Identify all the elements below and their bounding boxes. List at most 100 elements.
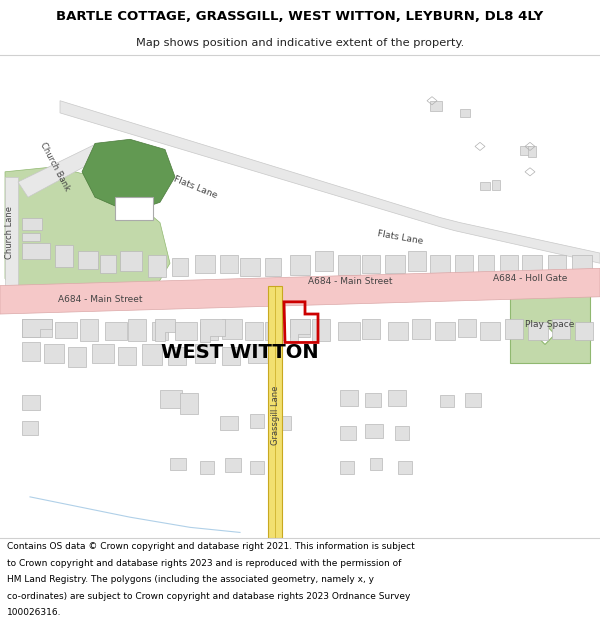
Polygon shape bbox=[60, 101, 600, 263]
Bar bbox=[180, 393, 198, 414]
Bar bbox=[465, 393, 481, 408]
Bar bbox=[100, 255, 116, 273]
Text: Map shows position and indicative extent of the property.: Map shows position and indicative extent… bbox=[136, 38, 464, 48]
Bar bbox=[460, 109, 470, 117]
Text: A684 - Main Street: A684 - Main Street bbox=[308, 277, 392, 286]
Bar bbox=[148, 255, 166, 278]
Bar bbox=[340, 461, 354, 474]
Polygon shape bbox=[0, 268, 600, 314]
Bar bbox=[455, 255, 473, 273]
Bar bbox=[170, 458, 186, 471]
Bar bbox=[22, 342, 40, 361]
Bar bbox=[572, 255, 592, 273]
Polygon shape bbox=[82, 139, 175, 212]
Bar bbox=[142, 344, 162, 365]
Text: A684 - Holl Gate: A684 - Holl Gate bbox=[493, 274, 567, 283]
Bar bbox=[362, 319, 380, 339]
Bar bbox=[115, 198, 153, 219]
Bar bbox=[92, 344, 114, 362]
Text: Flats Lane: Flats Lane bbox=[376, 229, 424, 246]
Bar bbox=[492, 180, 500, 190]
Bar bbox=[22, 243, 50, 259]
Bar bbox=[240, 258, 260, 276]
Bar bbox=[395, 426, 409, 440]
Bar bbox=[275, 416, 291, 430]
Bar bbox=[385, 255, 405, 273]
Bar bbox=[175, 322, 197, 341]
Bar bbox=[440, 395, 454, 408]
Polygon shape bbox=[22, 319, 52, 338]
Bar bbox=[225, 458, 241, 472]
Bar bbox=[388, 322, 408, 341]
Bar bbox=[388, 390, 406, 406]
Bar bbox=[365, 424, 383, 438]
Bar bbox=[222, 319, 242, 339]
Bar bbox=[528, 146, 536, 157]
Polygon shape bbox=[535, 324, 555, 344]
Bar bbox=[398, 461, 412, 474]
Polygon shape bbox=[510, 286, 590, 362]
Bar bbox=[338, 255, 360, 276]
Bar bbox=[312, 319, 330, 341]
Bar bbox=[68, 346, 86, 367]
Bar bbox=[365, 393, 381, 408]
Bar bbox=[55, 245, 73, 268]
Bar bbox=[408, 251, 426, 271]
Bar bbox=[265, 258, 281, 276]
Bar bbox=[120, 251, 142, 271]
Text: to Crown copyright and database rights 2023 and is reproduced with the permissio: to Crown copyright and database rights 2… bbox=[7, 559, 401, 568]
Bar bbox=[80, 319, 98, 341]
Bar bbox=[220, 255, 238, 273]
Bar bbox=[315, 251, 333, 271]
Bar bbox=[55, 322, 77, 338]
Bar bbox=[195, 344, 215, 362]
Text: Grassgill Lane: Grassgill Lane bbox=[271, 386, 280, 445]
Bar bbox=[168, 346, 186, 365]
Bar bbox=[22, 421, 38, 435]
Bar bbox=[250, 461, 264, 474]
Text: co-ordinates) are subject to Crown copyright and database rights 2023 Ordnance S: co-ordinates) are subject to Crown copyr… bbox=[7, 592, 410, 601]
Text: Church Lane: Church Lane bbox=[5, 206, 14, 259]
Text: A684 - Main Street: A684 - Main Street bbox=[58, 295, 142, 304]
Bar bbox=[290, 255, 310, 276]
Bar bbox=[245, 322, 263, 341]
Bar bbox=[222, 346, 240, 365]
Text: HM Land Registry. The polygons (including the associated geometry, namely x, y: HM Land Registry. The polygons (includin… bbox=[7, 575, 374, 584]
Bar bbox=[118, 346, 136, 365]
Bar bbox=[522, 255, 542, 273]
Text: Contains OS data © Crown copyright and database right 2021. This information is : Contains OS data © Crown copyright and d… bbox=[7, 542, 415, 551]
Bar bbox=[505, 319, 523, 339]
Bar bbox=[78, 251, 98, 269]
Bar bbox=[500, 255, 518, 271]
Polygon shape bbox=[155, 319, 175, 341]
Bar bbox=[412, 319, 430, 339]
Bar bbox=[340, 426, 356, 440]
Bar bbox=[290, 319, 310, 338]
Bar bbox=[480, 182, 490, 190]
Bar bbox=[552, 319, 570, 339]
Polygon shape bbox=[5, 177, 18, 289]
Bar bbox=[128, 319, 146, 341]
Bar bbox=[44, 344, 64, 362]
Polygon shape bbox=[200, 319, 225, 342]
Bar bbox=[338, 322, 360, 341]
Text: Flats Lane: Flats Lane bbox=[172, 174, 218, 200]
Polygon shape bbox=[268, 286, 282, 538]
Text: 100026316.: 100026316. bbox=[7, 608, 62, 618]
Bar bbox=[22, 217, 42, 230]
Polygon shape bbox=[290, 319, 310, 342]
Bar bbox=[265, 322, 285, 341]
Bar bbox=[172, 258, 188, 276]
Bar bbox=[435, 322, 455, 341]
Bar bbox=[528, 322, 548, 341]
Bar bbox=[22, 232, 40, 241]
Text: Church Bank: Church Bank bbox=[38, 141, 71, 192]
Bar bbox=[22, 395, 40, 409]
Bar bbox=[220, 416, 238, 430]
Bar bbox=[22, 319, 52, 338]
Text: WEST WITTON: WEST WITTON bbox=[161, 343, 319, 362]
Bar bbox=[160, 390, 182, 409]
Bar bbox=[152, 322, 168, 341]
Text: Play Space: Play Space bbox=[526, 319, 575, 329]
Bar bbox=[200, 461, 214, 474]
